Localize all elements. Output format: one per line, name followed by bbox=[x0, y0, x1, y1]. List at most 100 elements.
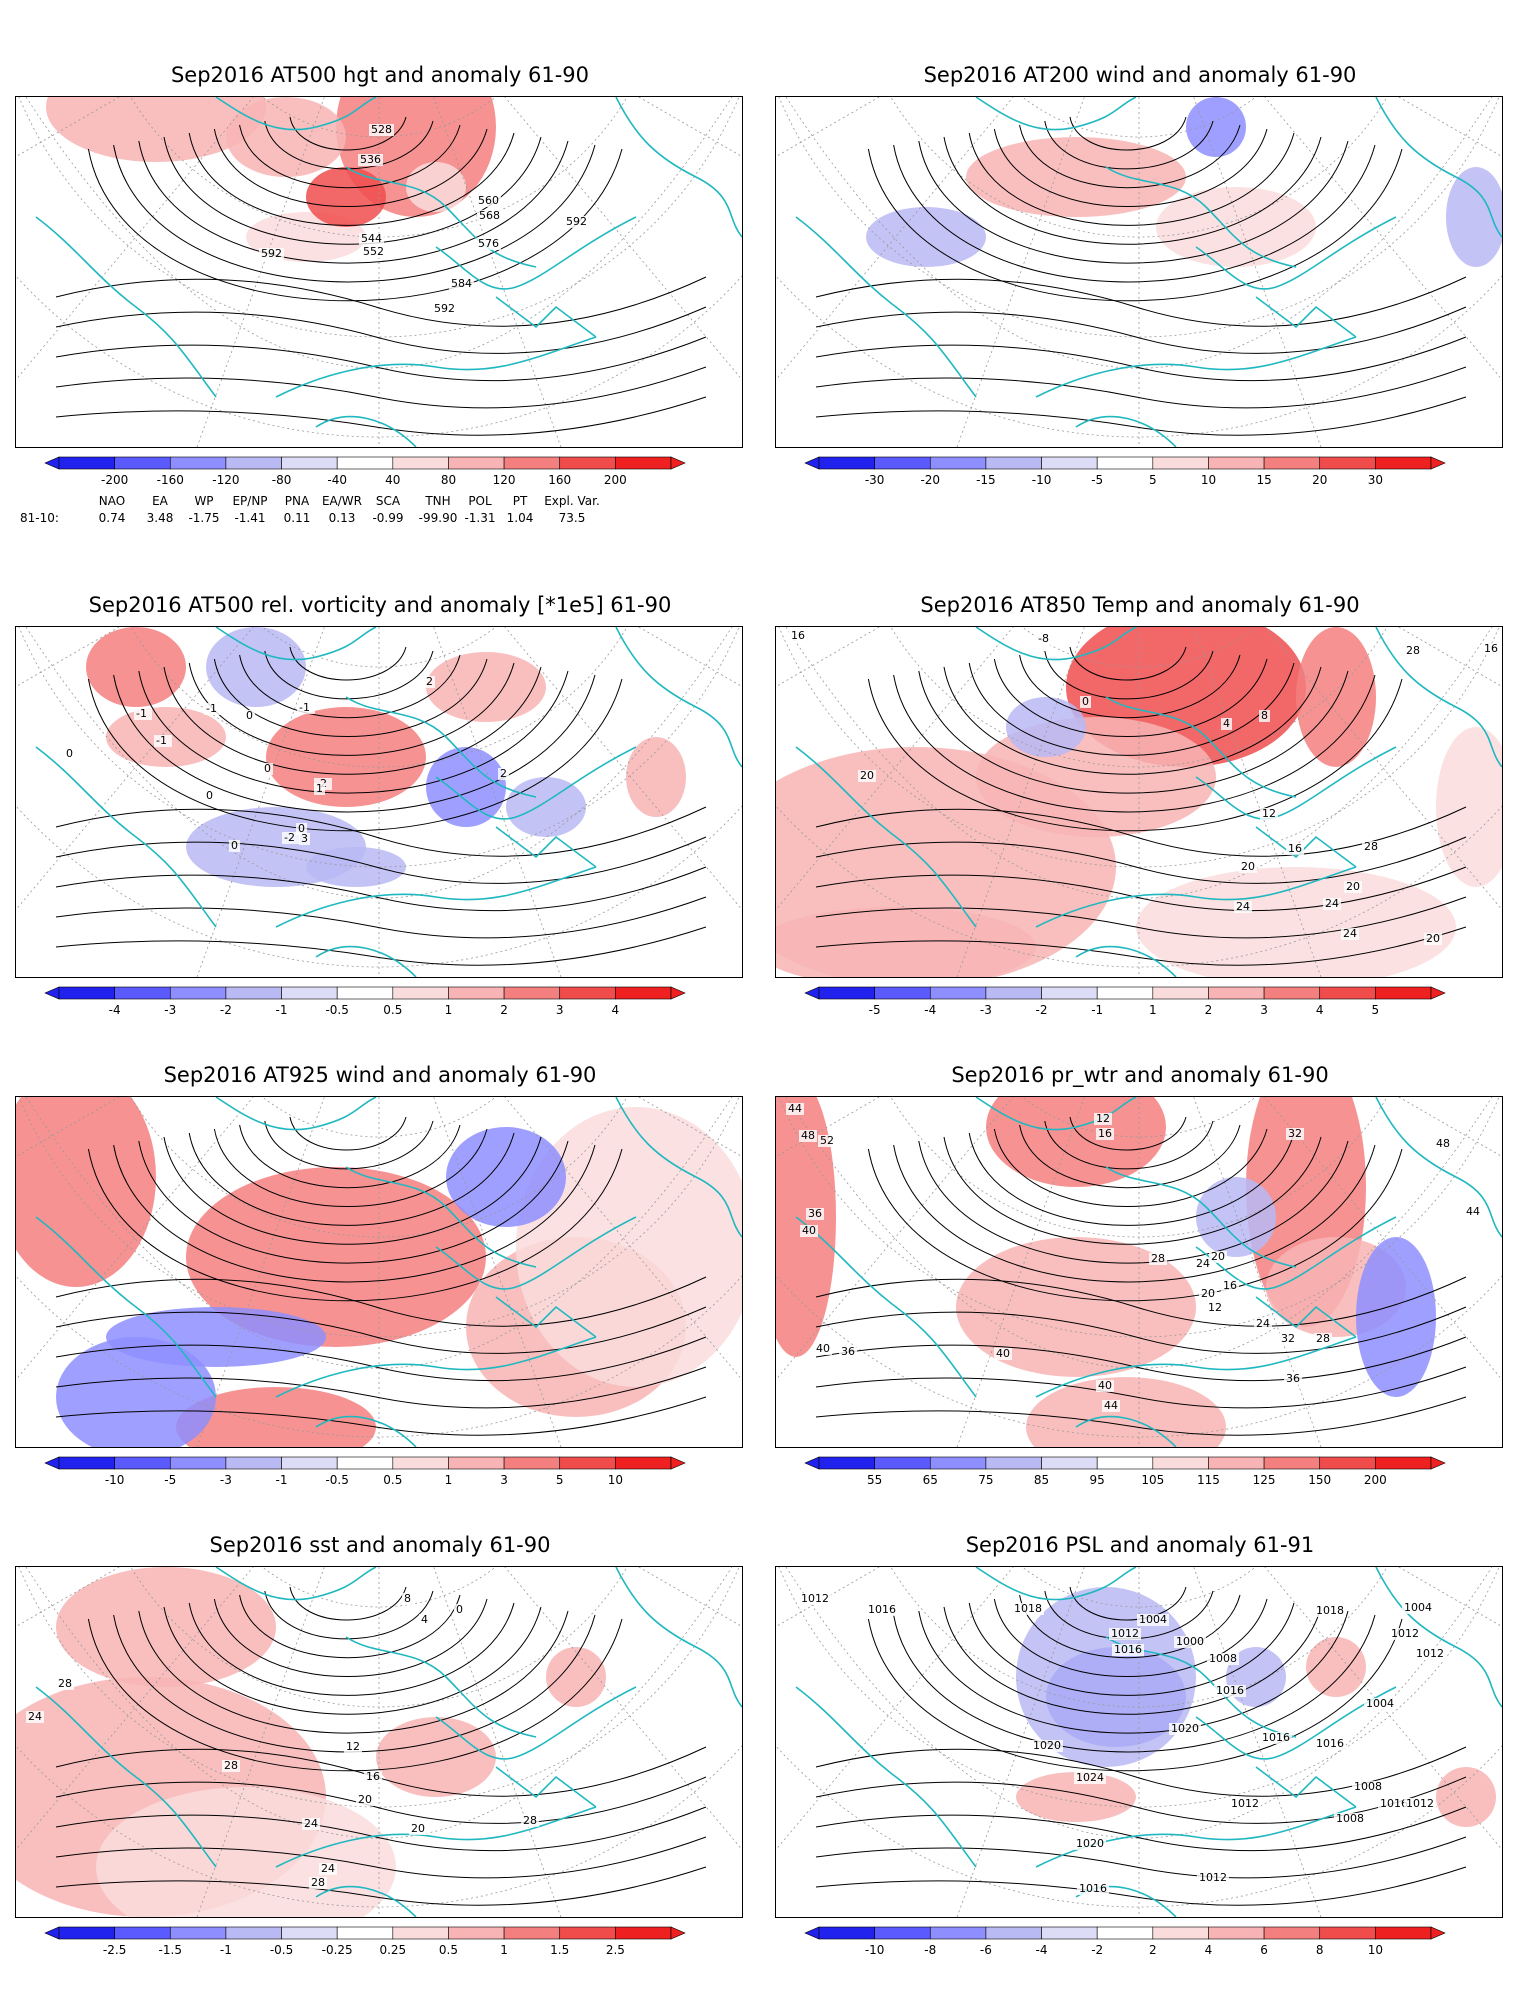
colorbar-swatch bbox=[985, 1456, 1042, 1470]
contour-labels: 282428812162024282820242840 bbox=[26, 1592, 539, 1889]
anomaly-patch bbox=[1436, 727, 1502, 887]
colorbar-extend-high bbox=[1430, 456, 1446, 470]
colorbar-tick-label: -4 bbox=[924, 1003, 936, 1017]
coastline bbox=[1375, 1097, 1502, 1238]
contour-label: 1024 bbox=[1076, 1771, 1104, 1784]
contour-lines bbox=[55, 116, 707, 436]
contour-label: 1018 bbox=[1316, 1604, 1344, 1617]
contour-label: 28 bbox=[224, 1759, 238, 1772]
colorbar-tick-label: 55 bbox=[867, 1473, 882, 1487]
index-header: PT bbox=[512, 494, 528, 508]
contour-label: 1016 bbox=[868, 1603, 896, 1616]
panel-hgt500: Sep2016 AT500 hgt and anomaly 61-90 528 53… bbox=[0, 45, 760, 487]
contour-label: 1012 bbox=[801, 1592, 829, 1605]
colorbar-swatch bbox=[929, 456, 987, 470]
anomaly-shading bbox=[1016, 1587, 1496, 1827]
colorbar-tick-label: -160 bbox=[157, 473, 184, 487]
colorbar-swatch bbox=[503, 456, 561, 470]
colorbar-tick-label: -5 bbox=[164, 1473, 176, 1487]
contour-label: 16 bbox=[1288, 842, 1302, 855]
colorbar-swatch bbox=[1319, 1926, 1376, 1940]
panel-title: Sep2016 AT850 Temp and anomaly 61-90 bbox=[920, 593, 1360, 617]
colorbar-swatch bbox=[1208, 986, 1265, 1000]
contour-label: 12 bbox=[346, 1740, 360, 1753]
coastline bbox=[315, 945, 417, 977]
anomaly-patch bbox=[1026, 1377, 1226, 1447]
coastline bbox=[1195, 216, 1397, 290]
graticule bbox=[16, 1097, 742, 1447]
colorbar-tick-label: -0.5 bbox=[325, 1003, 348, 1017]
contour-label: 0 bbox=[66, 747, 73, 760]
coastline bbox=[1075, 415, 1177, 447]
anomaly-patch bbox=[56, 1567, 276, 1687]
colorbar-tick-label: -1 bbox=[276, 1473, 288, 1487]
coastline bbox=[495, 826, 597, 868]
contour-label: 1016 bbox=[1316, 1737, 1344, 1750]
domain-edge bbox=[785, 97, 1493, 369]
coastline bbox=[795, 1216, 977, 1398]
coastline bbox=[795, 216, 977, 398]
contour-label: 1020 bbox=[1033, 1739, 1061, 1752]
coastline bbox=[435, 746, 637, 820]
colorbar: -5 -4 -3 -2 -1 1 2 3 4 5 bbox=[804, 986, 1446, 1021]
anomaly-patch bbox=[1006, 697, 1086, 757]
colorbar-swatch bbox=[1263, 1926, 1321, 1940]
contour-label: 1000 bbox=[1176, 1635, 1204, 1648]
anomaly-shading bbox=[866, 97, 1502, 267]
contour-label: 0 bbox=[231, 839, 238, 852]
indices-header-row: NAO EA WP EP/NP PNA EA/WR SCA TNH POL PT Expl. Var… bbox=[20, 494, 720, 511]
anomaly-patch bbox=[1156, 187, 1316, 267]
anomaly-patch bbox=[986, 1097, 1166, 1187]
colorbar-swatch bbox=[1096, 986, 1154, 1000]
contour-label: 1008 bbox=[1354, 1780, 1382, 1793]
coastlines bbox=[35, 97, 742, 447]
colorbar-tick-label: 40 bbox=[385, 473, 400, 487]
panel-title: Sep2016 PSL and anomaly 61-91 bbox=[965, 1533, 1315, 1557]
contour-lines bbox=[55, 1116, 707, 1436]
domain-edge bbox=[25, 97, 733, 369]
colorbar-tick-label: 0.5 bbox=[383, 1473, 402, 1487]
coastline bbox=[35, 1216, 217, 1398]
colorbar-swatch bbox=[58, 1456, 115, 1470]
colorbar-swatch bbox=[985, 456, 1042, 470]
colorbar-swatch bbox=[985, 1926, 1042, 1940]
contour-label: 560 bbox=[478, 194, 499, 207]
colorbar-tick-label: 150 bbox=[1308, 1473, 1331, 1487]
domain-edge bbox=[25, 627, 733, 899]
colorbar: -10 -8 -6 -4 -2 2 4 6 8 10 bbox=[804, 1926, 1446, 1961]
contour-label: 16 bbox=[1484, 642, 1498, 655]
colorbar-swatch bbox=[818, 986, 875, 1000]
contour-label: 1004 bbox=[1139, 1613, 1167, 1626]
contour-label: 1012 bbox=[1199, 1871, 1227, 1884]
contour-label: 44 bbox=[1466, 1205, 1480, 1218]
colorbar-tick-label: 0.5 bbox=[383, 1003, 402, 1017]
colorbar-swatch bbox=[336, 986, 394, 1000]
colorbar-tick-label: -8 bbox=[924, 1943, 936, 1957]
contour-label: 0 bbox=[246, 709, 253, 722]
colorbar-tick-label: 85 bbox=[1034, 1473, 1049, 1487]
coastline bbox=[435, 1686, 637, 1760]
colorbar-tick-label: -0.25 bbox=[322, 1943, 353, 1957]
contour-label: -1 bbox=[206, 702, 217, 715]
contour-label: -1 bbox=[299, 701, 310, 714]
anomaly-patch bbox=[426, 747, 506, 827]
colorbar-swatch bbox=[929, 1926, 987, 1940]
colorbar-swatch bbox=[169, 1456, 227, 1470]
colorbar-tick-label: 120 bbox=[493, 473, 516, 487]
colorbar-tick-label: 0.5 bbox=[439, 1943, 458, 1957]
colorbar-extend-high bbox=[670, 456, 686, 470]
colorbar-extend-high bbox=[670, 1456, 686, 1470]
coastline bbox=[345, 1636, 537, 1738]
colorbar-swatch bbox=[1263, 986, 1321, 1000]
colorbar-swatch bbox=[281, 456, 338, 470]
graticule bbox=[776, 1097, 1502, 1447]
colorbar-tick-label: 2 bbox=[1149, 1943, 1157, 1957]
colorbar-swatch bbox=[225, 456, 282, 470]
map-canvas: 1012 1016 1018 1004 1012 1016 1000 1008 1016 1020… bbox=[776, 1567, 1502, 1917]
contour-label: 40 bbox=[816, 1342, 830, 1355]
anomaly-patch bbox=[306, 847, 406, 887]
contour-label: 1016 bbox=[1079, 1882, 1107, 1895]
coastline bbox=[215, 97, 377, 131]
